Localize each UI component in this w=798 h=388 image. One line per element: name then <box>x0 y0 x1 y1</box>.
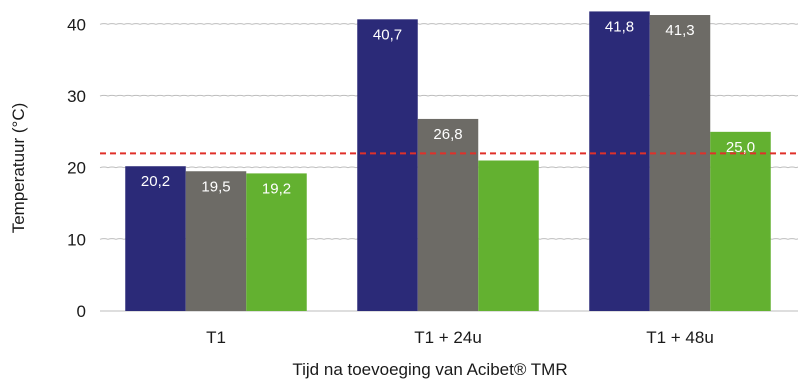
bar <box>246 173 307 311</box>
bar <box>185 171 247 311</box>
bar <box>649 15 711 312</box>
data-label: 19,5 <box>201 178 230 195</box>
data-label: 41,8 <box>605 18 634 35</box>
data-label: 40,7 <box>373 26 402 43</box>
x-axis: T1 T1 + 24u T1 + 48u <box>206 328 714 347</box>
data-label: 26,8 <box>433 126 462 143</box>
bar <box>417 118 479 311</box>
y-tick-label: 20 <box>67 159 86 178</box>
data-label: 19,2 <box>262 180 291 197</box>
data-labels: 20,2 19,5 19,2 40,7 26,8 41,8 41,3 25,0 <box>141 18 755 197</box>
data-label: 20,2 <box>141 173 170 190</box>
y-tick-label: 30 <box>67 87 86 106</box>
y-tick-label: 10 <box>67 230 86 249</box>
y-tick-label: 0 <box>77 302 86 321</box>
y-axis-title: Temperatuur (°C) <box>9 103 28 234</box>
x-tick-label: T1 + 24u <box>414 328 482 347</box>
bars <box>125 11 771 312</box>
x-tick-label: T1 <box>206 328 226 347</box>
bar <box>125 166 186 311</box>
x-axis-title: Tijd na toevoeging van Acibet® TMR <box>292 360 567 379</box>
bar <box>478 160 539 311</box>
bar <box>710 131 771 311</box>
y-axis: 0 10 20 30 40 <box>67 15 86 321</box>
y-tick-label: 40 <box>67 15 86 34</box>
bar <box>357 19 418 312</box>
bar <box>589 11 650 312</box>
data-label: 41,3 <box>665 22 694 39</box>
data-label: 25,0 <box>726 139 755 156</box>
x-tick-label: T1 + 48u <box>646 328 714 347</box>
